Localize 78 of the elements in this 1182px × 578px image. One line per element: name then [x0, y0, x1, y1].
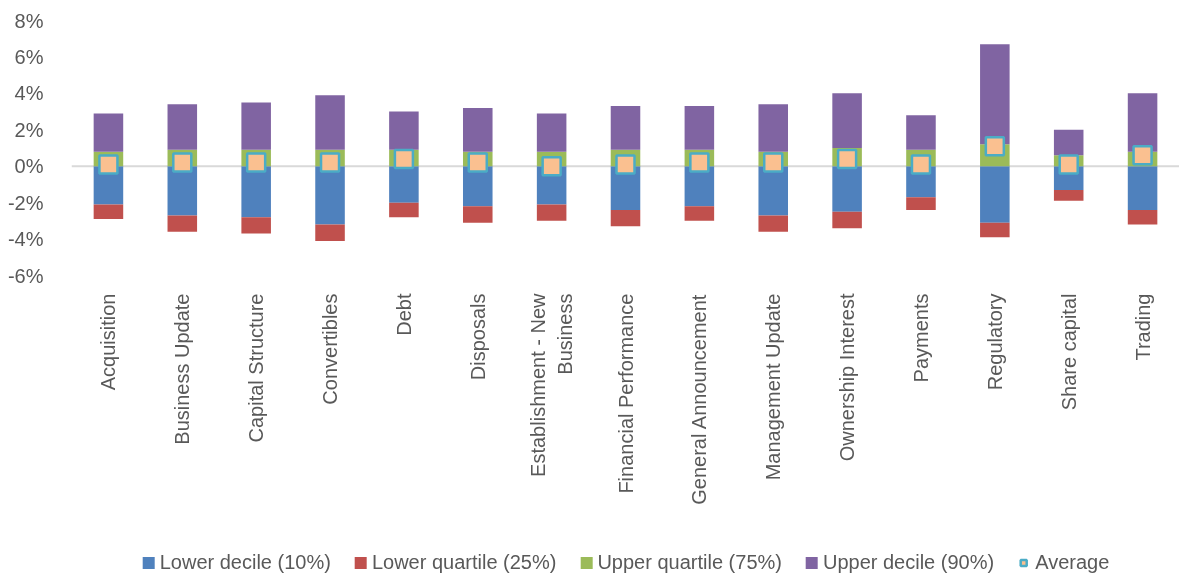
y-tick-label: 4%	[14, 82, 44, 105]
legend-label: Upper decile (90%)	[822, 551, 995, 574]
x-tick-label: Disposals	[466, 293, 489, 381]
point	[319, 152, 341, 173]
x-tick-label: General Announcement	[688, 294, 711, 505]
y-tick-label: 2%	[14, 118, 44, 141]
bar	[832, 166, 862, 212]
point	[467, 152, 489, 173]
legend-label: Average	[1035, 551, 1110, 574]
bar	[536, 113, 567, 152]
bar	[315, 166, 345, 225]
bar	[980, 166, 1010, 223]
y-tick-label: 6%	[14, 45, 44, 68]
x-tick-label: Share capital	[1057, 293, 1080, 411]
bar	[167, 215, 198, 232]
point	[689, 152, 710, 173]
bar	[1127, 93, 1158, 152]
bar	[1053, 129, 1084, 156]
bar	[684, 106, 715, 150]
point	[910, 154, 932, 175]
bar	[684, 206, 715, 221]
x-tick-label: Trading	[1131, 293, 1154, 361]
bar	[610, 106, 641, 150]
point	[615, 154, 636, 175]
legend-label: Lower decile (10%)	[159, 551, 331, 574]
x-tick-label: Convertibles	[319, 293, 342, 405]
bar	[93, 113, 124, 152]
bar	[906, 197, 936, 210]
bar	[241, 166, 271, 218]
point	[1132, 145, 1153, 166]
y-tick-label: 8%	[14, 9, 44, 32]
legend-label: Upper quartile (75%)	[597, 551, 782, 574]
bar	[832, 211, 862, 229]
bar	[1127, 166, 1158, 210]
x-tick-label: Acquisition	[97, 293, 120, 391]
point	[98, 154, 119, 175]
bar	[389, 166, 419, 203]
y-tick-label: -2%	[7, 191, 44, 214]
y-tick-label: 0%	[14, 155, 44, 178]
legend-label: Lower quartile (25%)	[371, 551, 557, 574]
bar	[389, 111, 419, 150]
bar	[832, 93, 862, 148]
x-tick-label: Payments	[909, 293, 932, 383]
bar	[758, 215, 789, 232]
bar	[906, 115, 936, 150]
point	[836, 148, 858, 170]
bar	[462, 107, 493, 152]
bar	[241, 102, 271, 150]
bar	[536, 204, 567, 221]
x-tick-label: Establishment - New Business	[527, 292, 576, 477]
bar	[167, 104, 198, 150]
x-tick-label: Ownership Interest	[836, 293, 859, 462]
y-tick-label: -4%	[7, 228, 44, 251]
bar	[315, 95, 345, 150]
bar	[980, 44, 1010, 145]
x-tick-label: Debt	[392, 293, 415, 336]
x-tick-label: Management Update	[762, 293, 785, 481]
point	[245, 152, 267, 173]
point	[762, 152, 784, 173]
point	[541, 155, 562, 177]
point	[172, 152, 193, 173]
bar	[1127, 209, 1158, 225]
bar	[610, 209, 641, 227]
bar	[758, 104, 789, 152]
y-tick-label: -6%	[7, 264, 44, 287]
x-tick-label: Business Update	[171, 293, 194, 445]
x-tick-label: Regulatory	[983, 293, 1006, 391]
bar	[315, 224, 345, 241]
bar	[241, 217, 271, 234]
bar	[980, 222, 1010, 238]
bar	[758, 166, 789, 216]
bar	[1053, 189, 1084, 201]
bar	[93, 204, 124, 220]
point	[1058, 154, 1079, 175]
bar	[389, 202, 419, 218]
bar	[462, 206, 493, 223]
x-tick-label: Capital Structure	[245, 293, 268, 443]
x-tick-label: Financial Performance	[614, 293, 637, 494]
